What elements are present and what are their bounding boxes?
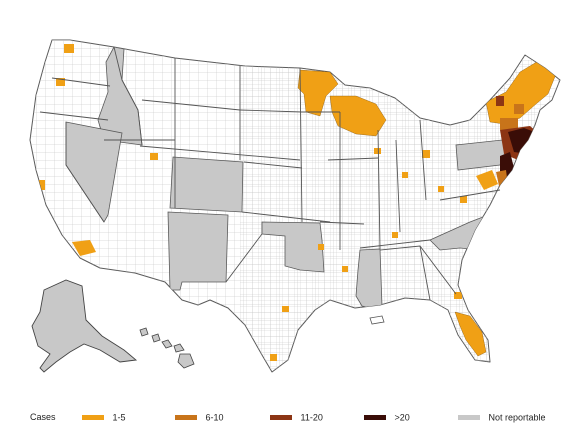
legend-swatch <box>270 415 292 421</box>
legend-label: >20 <box>394 412 410 423</box>
cluster-wisconsin <box>329 95 387 137</box>
legend-label: Not reportable <box>488 412 546 423</box>
state-colorado <box>169 156 244 213</box>
cluster-utah <box>150 153 158 160</box>
state-alaska <box>31 279 138 373</box>
cluster-oregon <box>56 78 65 86</box>
cluster-california-south <box>72 240 96 256</box>
cluster-california-north <box>36 180 45 190</box>
legend-item-over-20: >20 <box>364 412 410 426</box>
cluster-arkansas <box>342 266 348 272</box>
cluster-texas-south <box>270 354 277 361</box>
legend-swatch <box>364 415 386 421</box>
state-idaho <box>97 46 143 146</box>
map-legend: Cases 1-5 6-10 11-20 >20 Not reportable <box>30 412 560 428</box>
state-oklahoma <box>261 221 325 273</box>
legend-item-1-5: 1-5 <box>82 412 126 426</box>
cluster-medium-vermont <box>500 118 518 130</box>
cluster-northeast <box>485 59 557 125</box>
state-hawaii <box>139 327 195 369</box>
cluster-indiana <box>402 172 408 178</box>
cluster-washington <box>64 44 74 53</box>
cluster-florida <box>454 311 487 357</box>
cluster-tennessee <box>392 232 398 238</box>
legend-swatch <box>458 415 480 421</box>
cluster-texas-central <box>282 306 289 312</box>
legend-item-11-20: 11-20 <box>270 412 323 426</box>
legend-swatch <box>82 415 104 421</box>
cluster-ohio <box>438 186 444 192</box>
legend-label: 11-20 <box>300 412 323 423</box>
state-mississippi <box>355 248 383 309</box>
legend-item-6-10: 6-10 <box>175 412 224 426</box>
cluster-south-carolina <box>464 255 471 262</box>
legend-title: Cases <box>30 412 56 422</box>
cluster-georgia-coast <box>454 292 462 299</box>
legend-label: 6-10 <box>205 412 224 423</box>
state-new-mexico <box>167 211 229 291</box>
cluster-virginia <box>476 170 498 190</box>
territory-puerto-rico <box>369 315 385 325</box>
cluster-high-upstate <box>496 96 504 106</box>
state-pennsylvania <box>455 139 507 171</box>
cluster-west-virginia <box>460 196 467 203</box>
cluster-oklahoma-east <box>318 244 324 250</box>
state-borders <box>39 46 501 301</box>
legend-item-not-reportable: Not reportable <box>458 412 546 426</box>
legend-swatch <box>175 415 197 421</box>
cluster-illinois <box>374 148 381 154</box>
legend-label: 1-5 <box>112 412 126 423</box>
cluster-medium-nh <box>514 104 524 114</box>
cluster-michigan <box>422 150 430 158</box>
